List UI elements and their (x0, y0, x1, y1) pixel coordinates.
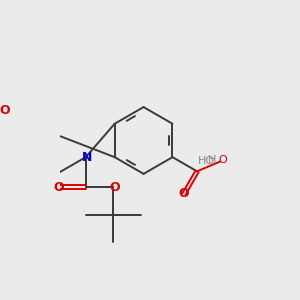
Text: H: H (208, 155, 216, 165)
Text: O: O (0, 103, 10, 117)
Text: HO: HO (198, 156, 215, 166)
Text: N: N (82, 151, 92, 164)
Text: O: O (53, 181, 64, 194)
Text: O: O (179, 188, 189, 200)
Text: O: O (109, 181, 120, 194)
Text: O: O (218, 155, 227, 165)
